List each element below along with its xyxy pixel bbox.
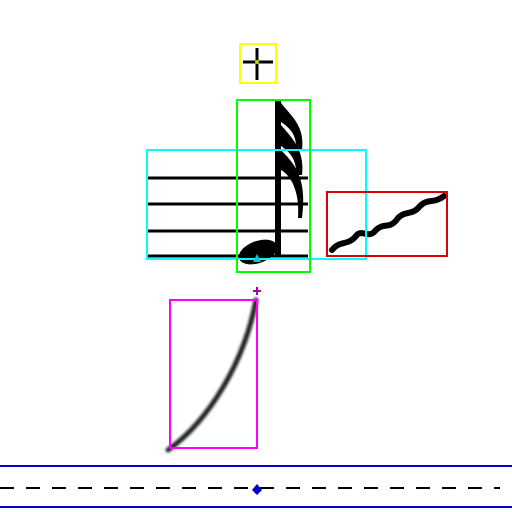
magenta-marker [253, 287, 261, 295]
green-box [236, 99, 311, 273]
slur [165, 297, 259, 453]
magenta-box [169, 299, 258, 449]
trill-line [329, 193, 447, 253]
cyan-marker [253, 254, 261, 262]
note-flag [281, 150, 304, 218]
note-flag [281, 103, 303, 150]
red-box [326, 191, 448, 257]
yellow-marker [255, 60, 259, 64]
yellow-box [239, 43, 277, 84]
blue-marker [252, 484, 262, 495]
staff [148, 176, 308, 258]
note-stem [275, 101, 281, 255]
